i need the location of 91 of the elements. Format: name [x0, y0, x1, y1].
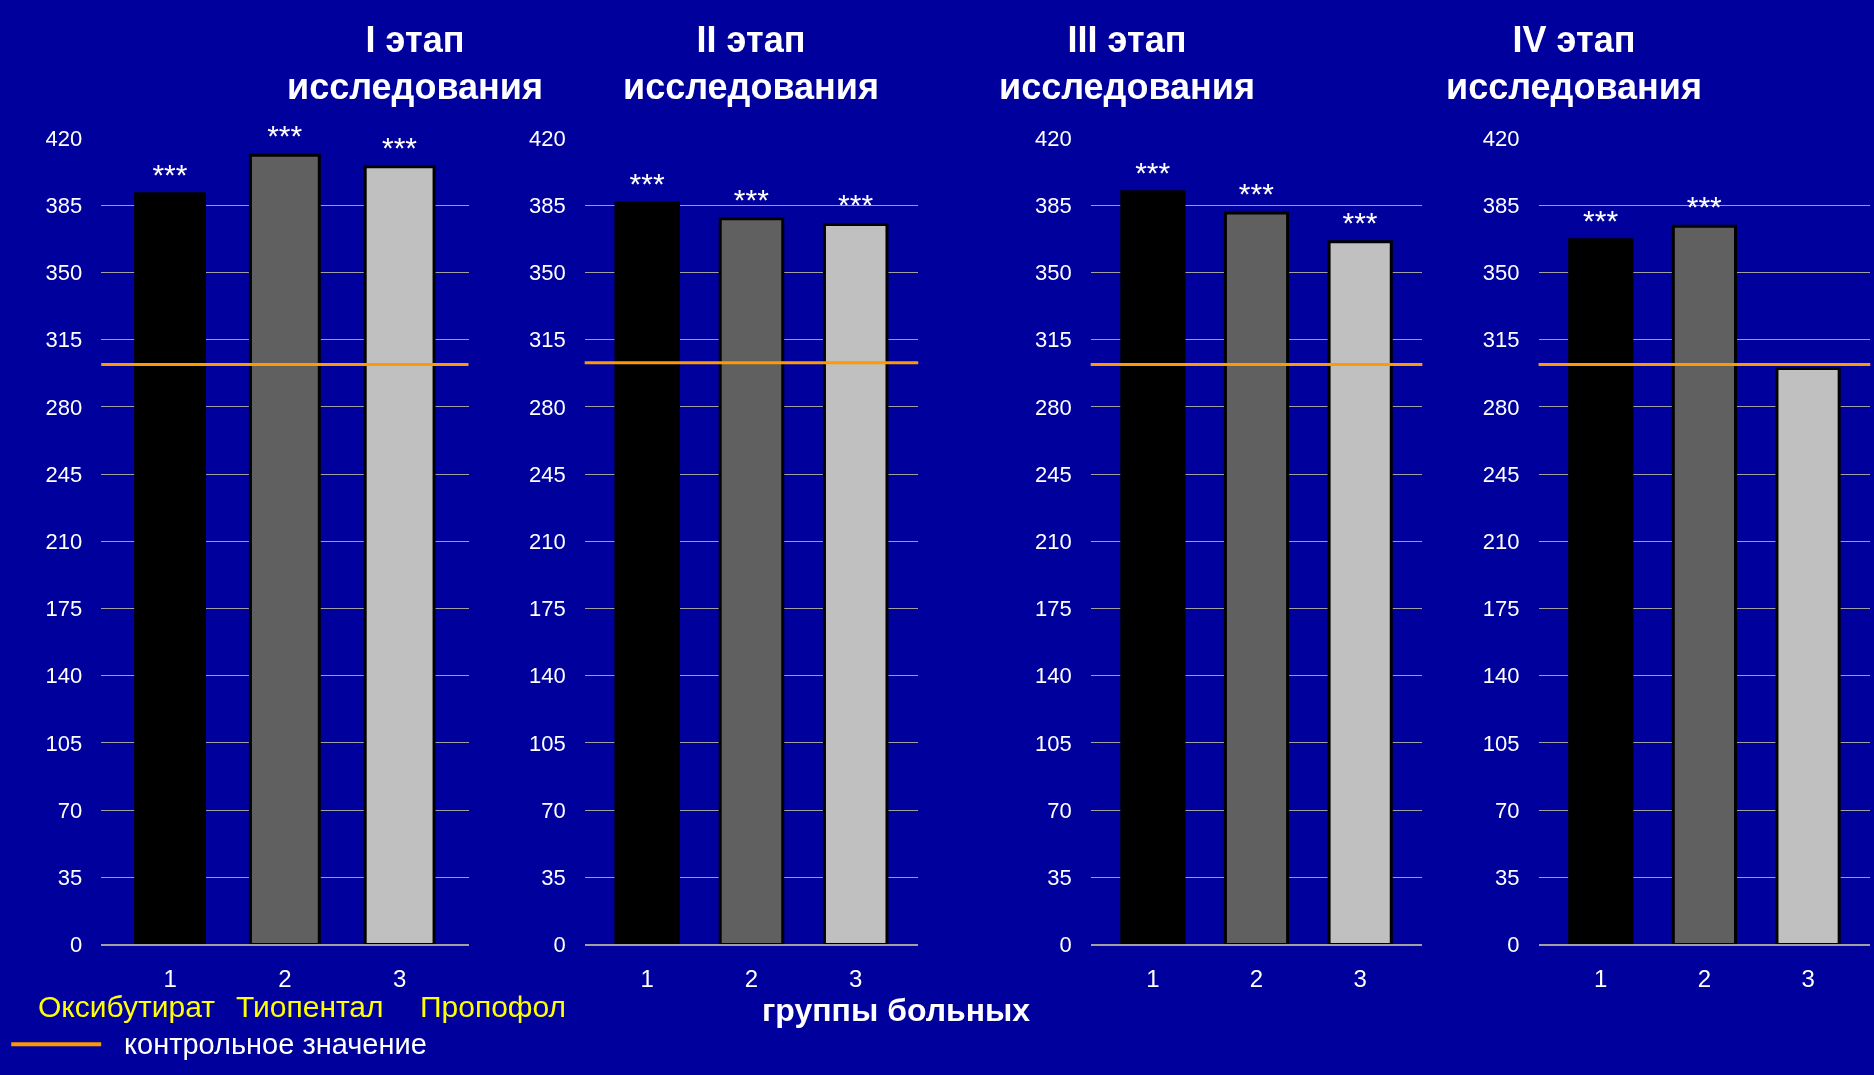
- y-tick-label: 105: [1482, 730, 1520, 756]
- y-tick-label: 105: [1034, 730, 1072, 756]
- y-tick-label: 35: [1047, 864, 1072, 890]
- x-tick-label: 3: [392, 964, 407, 992]
- y-tick-label: 35: [1495, 864, 1520, 890]
- y-tick-label: 280: [1034, 394, 1072, 420]
- x-tick-label: 2: [1697, 964, 1712, 992]
- y-tick-label: 70: [541, 797, 566, 823]
- x-tick-label: 1: [1146, 964, 1160, 992]
- y-tick-label: 420: [45, 125, 83, 151]
- y-tick-label: 420: [1482, 125, 1520, 151]
- legend-label: контрольное значение: [124, 1028, 427, 1060]
- y-tick-label: 70: [1495, 797, 1520, 823]
- bar: [822, 222, 889, 945]
- y-tick-label: 175: [1034, 596, 1072, 622]
- chart-title: II этап исследования: [623, 19, 879, 107]
- y-tick-label: 280: [45, 394, 83, 420]
- y-tick-label: 245: [45, 461, 83, 487]
- data-label: ***: [152, 157, 188, 191]
- bar: [1775, 366, 1841, 945]
- text: Оксибутират: [38, 990, 216, 1023]
- y-tick-label: 350: [1482, 260, 1520, 286]
- y-tick-label: 140: [528, 663, 566, 689]
- bar: [1671, 224, 1737, 945]
- chart-title: III этап исследования: [999, 19, 1255, 107]
- y-tick-label: 0: [1507, 932, 1520, 958]
- y-tick-label: 140: [45, 663, 83, 689]
- y-tick-label: 105: [528, 730, 566, 756]
- x-tick-label: 1: [1594, 964, 1608, 992]
- text: Пропофол: [420, 990, 567, 1023]
- y-tick-label: 70: [57, 797, 83, 823]
- y-tick-label: 35: [57, 864, 83, 890]
- y-tick-label: 350: [45, 260, 83, 286]
- y-tick-label: 385: [1034, 192, 1072, 218]
- y-tick-label: 0: [69, 932, 83, 958]
- x-tick-label: 1: [640, 964, 654, 992]
- x-tick-label: 2: [278, 964, 292, 992]
- bar: [1568, 238, 1634, 945]
- y-tick-label: 245: [1482, 461, 1520, 487]
- y-tick-label: 210: [45, 528, 83, 554]
- y-tick-label: 210: [1034, 528, 1072, 554]
- data-label: ***: [629, 167, 665, 201]
- x-tick-label: 2: [1249, 964, 1264, 992]
- x-tick-label: 3: [849, 964, 863, 992]
- chart-title: IV этап исследования: [1446, 19, 1702, 107]
- y-tick-label: 0: [1059, 932, 1072, 958]
- x-tick-label: 1: [163, 964, 177, 992]
- data-label: ***: [381, 130, 418, 164]
- y-tick-label: 385: [45, 192, 83, 218]
- y-tick-label: 70: [1047, 797, 1072, 823]
- y-tick-label: 385: [528, 192, 566, 218]
- x-tick-label: 3: [1801, 964, 1815, 992]
- y-tick-label: 175: [45, 596, 83, 622]
- y-tick-label: 315: [1034, 327, 1072, 353]
- y-tick-label: 315: [45, 327, 83, 353]
- text: Тиопентал: [236, 990, 384, 1023]
- x-tick-label: 2: [744, 964, 759, 992]
- y-tick-label: 245: [528, 461, 566, 487]
- y-tick-label: 420: [528, 125, 566, 151]
- y-tick-label: 105: [45, 730, 83, 756]
- chart-title: I этап исследования: [287, 19, 543, 107]
- y-tick-label: 420: [1034, 125, 1072, 151]
- bar: [1223, 211, 1290, 945]
- data-label: ***: [1583, 203, 1619, 237]
- y-tick-label: 280: [1482, 394, 1520, 420]
- data-label: ***: [1342, 205, 1378, 239]
- x-tick-label: 3: [1353, 964, 1367, 992]
- y-tick-label: 35: [541, 864, 566, 890]
- text: группы больных: [762, 992, 1031, 1028]
- y-tick-label: 245: [1034, 461, 1072, 487]
- y-tick-label: 175: [1482, 596, 1520, 622]
- y-tick-label: 0: [553, 932, 566, 958]
- data-label: ***: [267, 119, 303, 153]
- bar: [1120, 190, 1186, 945]
- y-tick-label: 350: [528, 260, 566, 286]
- y-tick-label: 140: [1482, 663, 1520, 689]
- y-tick-label: 210: [1482, 528, 1520, 554]
- y-tick-label: 350: [1034, 260, 1072, 286]
- bar: [1327, 240, 1393, 945]
- data-label: ***: [1238, 176, 1275, 210]
- data-label: ***: [1135, 155, 1171, 189]
- data-label: ***: [733, 182, 770, 216]
- y-tick-label: 385: [1482, 192, 1520, 218]
- y-tick-label: 140: [1034, 663, 1072, 689]
- bar: [614, 201, 681, 945]
- y-tick-label: 315: [528, 327, 566, 353]
- y-tick-label: 315: [1482, 327, 1520, 353]
- y-tick-label: 280: [528, 394, 566, 420]
- y-tick-label: 210: [528, 528, 566, 554]
- y-tick-label: 175: [528, 596, 566, 622]
- bar: [718, 217, 785, 945]
